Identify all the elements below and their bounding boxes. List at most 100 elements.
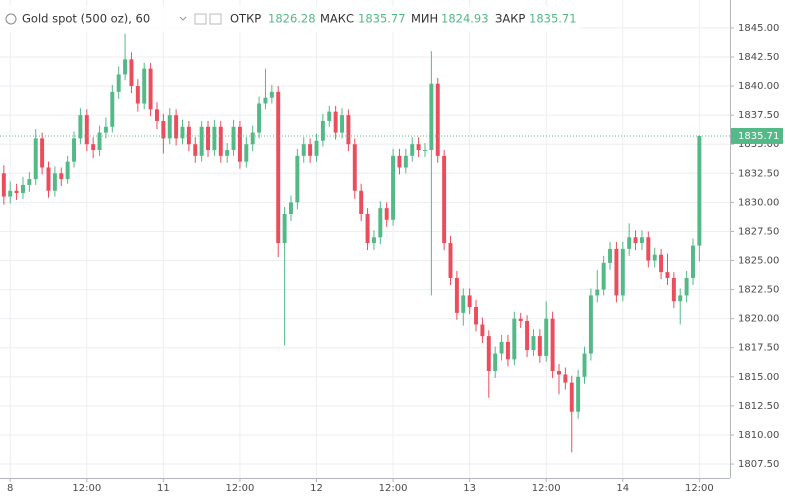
candle-body	[320, 120, 325, 141]
x-tick-label: 8	[7, 483, 13, 494]
candle-body	[678, 295, 683, 302]
candle-body	[244, 144, 249, 162]
candle-body	[569, 382, 574, 412]
candle-body	[237, 126, 242, 162]
y-tick-label: 1832.50	[738, 168, 779, 179]
y-tick-label: 1840.00	[738, 81, 779, 92]
candle-body	[72, 138, 76, 162]
x-tick-label: 13	[463, 483, 476, 494]
candle-body	[327, 111, 332, 121]
candle-body	[397, 155, 402, 168]
candle-body	[442, 155, 447, 244]
candle-body	[531, 336, 536, 351]
candle-body	[359, 190, 364, 214]
candle-body	[550, 318, 555, 372]
candle-body	[218, 126, 223, 156]
candle-body	[646, 237, 651, 261]
candle-body	[474, 307, 479, 325]
y-tick-label: 1842.50	[738, 52, 779, 63]
legend-open-label: ОТКР	[230, 12, 261, 26]
candle-body	[423, 150, 427, 152]
candle-body	[33, 138, 38, 180]
candle-body	[308, 144, 313, 156]
candle-body	[186, 126, 191, 145]
candle-body	[486, 336, 491, 372]
candle-body	[416, 144, 421, 151]
candle-body	[665, 272, 670, 278]
candle-body	[639, 237, 644, 244]
candle-body	[378, 208, 383, 238]
x-tick-label: 11	[157, 483, 170, 494]
collapse-icon[interactable]	[5, 13, 17, 25]
candle-body	[1, 173, 6, 197]
y-tick-label: 1817.50	[738, 343, 779, 354]
candle-body	[116, 74, 121, 92]
candle-body	[110, 91, 115, 127]
candle-body	[148, 68, 153, 110]
candle-body	[91, 144, 96, 151]
candle-body	[14, 190, 19, 194]
y-tick-label: 1825.00	[738, 256, 779, 267]
candle-body	[461, 295, 466, 313]
candle-body	[435, 83, 440, 156]
candle-body	[346, 115, 351, 145]
candle-body	[352, 144, 357, 191]
legend-close-label: ЗАКР	[495, 12, 525, 26]
candle-body	[391, 155, 396, 220]
candle-body	[301, 144, 306, 156]
candle-body	[333, 111, 338, 133]
eye-icon[interactable]	[194, 13, 207, 25]
candle-body	[608, 248, 613, 263]
candle-body	[588, 295, 593, 354]
candle-body	[518, 318, 523, 321]
candle-body	[46, 167, 51, 191]
last-price-tag	[731, 127, 783, 144]
candle-body	[282, 213, 287, 244]
candle-body	[614, 248, 619, 296]
candle-body	[512, 318, 517, 360]
settings-icon[interactable]	[209, 13, 222, 25]
candle-body	[231, 126, 236, 151]
candle-body	[97, 132, 102, 151]
x-tick-label: 12	[310, 483, 323, 494]
legend-high-value: 1835.77	[358, 12, 406, 26]
candle-body	[174, 115, 179, 139]
x-tick-label: 12:00	[379, 483, 408, 494]
candle-body	[295, 155, 300, 203]
candle-body	[180, 126, 185, 139]
y-tick-label: 1835.00	[738, 139, 779, 150]
candle-body	[410, 144, 415, 156]
candle-body	[269, 91, 274, 98]
y-tick-label: 1820.00	[738, 314, 779, 325]
candle-body	[129, 59, 134, 87]
candle-body	[250, 132, 255, 145]
dropdown-icon[interactable]	[179, 16, 187, 21]
y-tick-label: 1830.00	[738, 197, 779, 208]
candle-body	[206, 126, 211, 151]
legend-low-value: 1824.93	[441, 12, 489, 26]
candle-body	[8, 190, 13, 197]
candle-body	[659, 254, 664, 273]
candle-body	[40, 138, 45, 168]
candle-body	[225, 150, 230, 156]
y-tick-label: 1845.00	[738, 23, 779, 34]
legend-low-label: МИН	[411, 12, 438, 26]
candle-body	[340, 115, 345, 133]
candle-body	[142, 68, 147, 104]
x-tick-label: 12:00	[685, 483, 714, 494]
candle-body	[684, 277, 689, 296]
candle-body	[167, 115, 172, 139]
candle-body	[154, 109, 159, 121]
candle-body	[263, 97, 268, 104]
legend-high-label: МАКС	[320, 12, 354, 26]
candle-body	[697, 135, 702, 246]
candle-body	[671, 277, 676, 302]
x-tick-label: 14	[616, 483, 629, 494]
grid	[0, 0, 730, 478]
y-tick-label: 1827.50	[738, 226, 779, 237]
candle-body	[499, 341, 504, 354]
axes: 1807.50 1810.00 1812.50 1815.00 1817.50 1820.…	[7, 23, 783, 494]
candle-body	[84, 115, 89, 145]
